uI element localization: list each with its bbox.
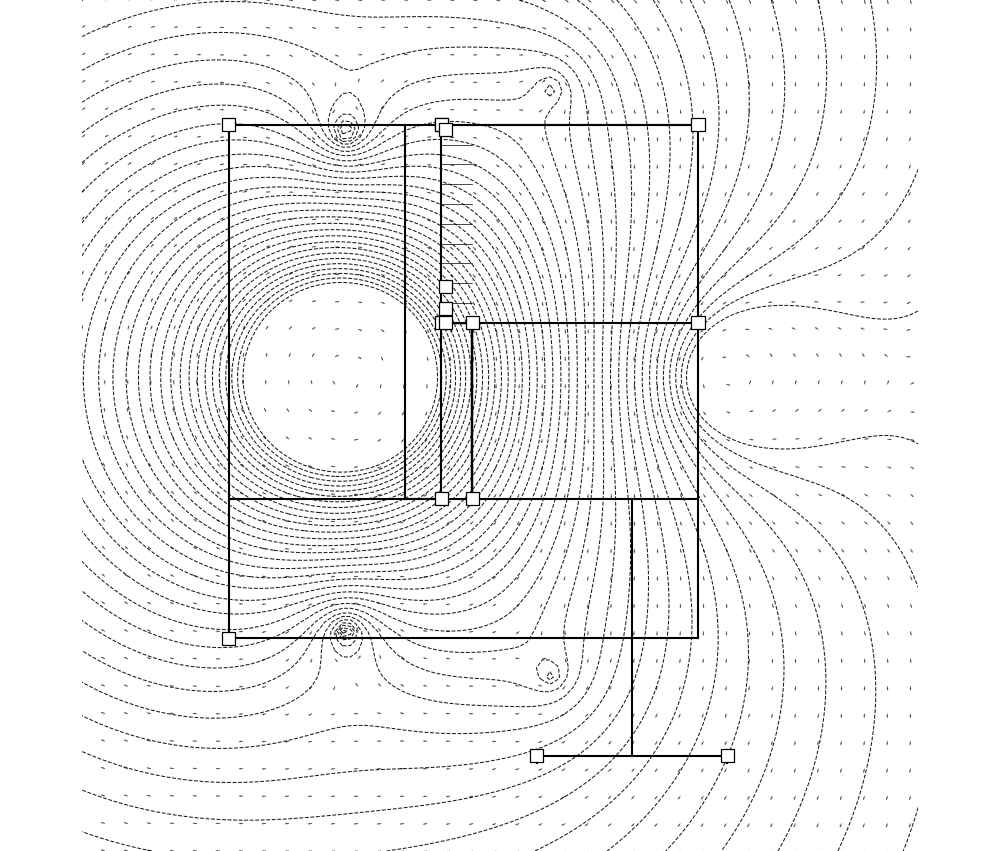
Bar [691,118,705,131]
Bar [439,317,452,329]
Bar [466,317,479,329]
Bar [222,631,235,645]
Bar [466,492,479,505]
Bar [439,301,452,315]
Bar [435,492,448,505]
Bar [530,749,543,762]
Bar [435,118,448,131]
Bar [435,317,448,329]
Bar [439,123,452,135]
Bar [721,749,734,762]
Bar [435,118,448,131]
Bar [439,279,452,293]
Bar [691,317,705,329]
Bar [222,118,235,131]
